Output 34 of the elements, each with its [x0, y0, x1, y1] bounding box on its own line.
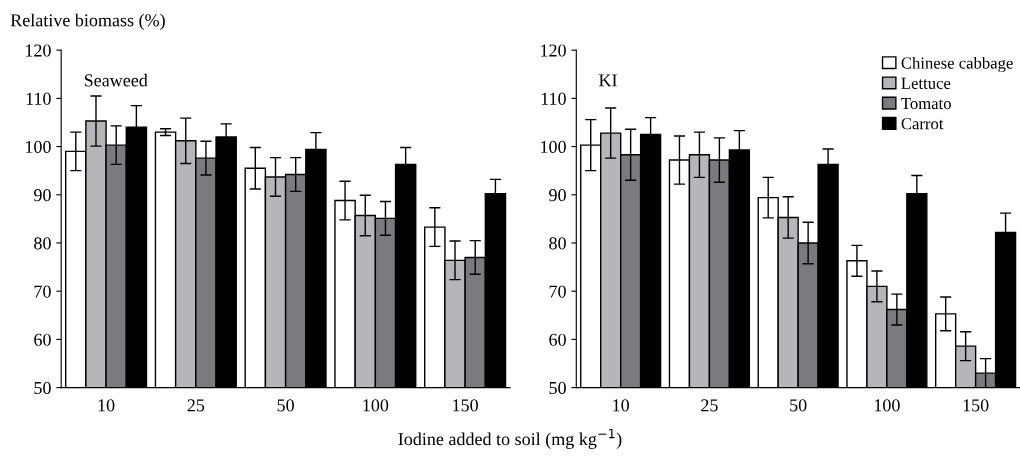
y-axis-title: Relative biomass (%)	[10, 13, 165, 31]
legend-label: Carrot	[901, 118, 944, 130]
x-tick-label: 150	[453, 399, 478, 412]
x-tick-label: 100	[363, 399, 389, 412]
x-tick-label: 150	[963, 399, 989, 412]
text: KI	[599, 74, 617, 87]
y-tick-label: 60	[549, 333, 566, 346]
text: Seaweed	[84, 73, 148, 87]
y-tick-label: 70	[549, 285, 566, 298]
x-tick-label: 100	[874, 399, 900, 412]
y-tick-label: 50	[549, 381, 566, 395]
y-tick-label: 50	[34, 381, 51, 395]
y-tick-label: 100	[25, 140, 51, 154]
x-tick-label: 10	[613, 399, 630, 412]
y-tick-label: 90	[549, 189, 566, 202]
legend-label: Tomato	[901, 98, 951, 110]
y-tick-label: 60	[34, 333, 51, 346]
y-tick-label: 70	[34, 285, 51, 298]
x-tick-label: 25	[701, 399, 718, 412]
y-tick-label: 120	[541, 44, 566, 57]
legend-label: Lettuce	[901, 77, 951, 89]
y-tick-label: 80	[34, 237, 51, 250]
x-tick-label: 10	[98, 399, 115, 412]
y-tick-label: 90	[34, 189, 51, 202]
y-tick-label: 120	[25, 44, 51, 57]
x-tick-label: 50	[790, 399, 807, 412]
y-tick-label: 110	[541, 92, 566, 105]
x-tick-label: 25	[187, 399, 205, 412]
x-axis-title: Iodine added to soil (mg kg$^{−1}$)	[398, 428, 622, 449]
y-tick-label: 110	[26, 92, 51, 105]
x-tick-label: 50	[277, 399, 294, 412]
y-tick-label: 100	[541, 140, 566, 154]
y-tick-label: 80	[549, 237, 566, 250]
legend-label: Chinese cabbage	[901, 56, 1013, 73]
